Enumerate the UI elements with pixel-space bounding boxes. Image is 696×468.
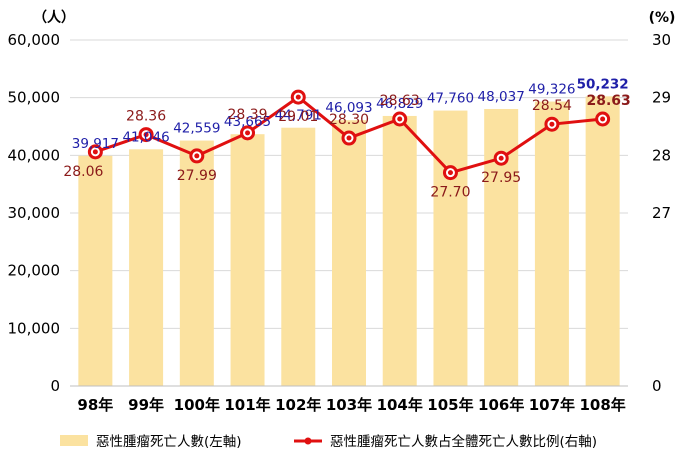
line-data-label: 28.30 [329,112,369,128]
line-point-core [92,149,98,155]
x-tick-label: 98年 [77,396,113,414]
legend-line-marker [304,437,312,445]
bar [433,110,468,387]
line-data-label: 28.36 [126,109,166,125]
bar [534,101,569,386]
legend: 惡性腫瘤死亡人數(左軸) 惡性腫瘤死亡人數占全體死亡人數比例(右軸) [60,433,597,450]
right-axis-unit: (%) [649,10,676,26]
bar [332,120,366,387]
bar-data-label: 50,232 [577,76,629,92]
x-tick-label: 108年 [579,396,625,414]
line-point-core [346,135,352,141]
left-tick-label: 50,000 [8,89,61,107]
line-data-label: 28.54 [532,98,572,114]
left-tick-label: 30,000 [8,204,61,222]
bar [585,96,620,386]
bar-data-label: 41,046 [122,129,169,145]
bar-data-label: 47,760 [427,91,474,107]
left-tick-label: 40,000 [8,146,61,164]
left-tick-label: 0 [50,377,60,395]
bar [281,127,316,386]
bar-data-label: 44,791 [275,108,322,124]
left-axis-unit: （人） [33,9,75,26]
line-point-core [194,153,200,159]
line-series [87,89,611,181]
right-tick-label: 29 [652,89,671,107]
bar-data-label: 42,559 [173,121,220,137]
right-tick-label: 0 [652,377,662,395]
line-data-label: 27.70 [430,185,470,201]
x-tick-label: 103年 [326,396,372,414]
line-point-core [447,170,453,176]
bar [230,134,265,386]
line-point-core [549,121,555,127]
x-tick-label: 102年 [275,396,321,414]
left-tick-label: 60,000 [8,31,61,49]
axes: 0 10,000 20,000 30,000 40,000 50,000 60,000 0 27… [8,31,672,414]
bar [179,140,214,386]
line-point-core [295,94,301,100]
x-tick-label: 100年 [174,396,220,414]
line-point-core [498,155,504,161]
line-data-label: 28.63 [586,93,630,109]
bar-data-label: 49,326 [528,82,575,98]
bar-series [78,96,620,387]
line-point-core [397,116,403,122]
line-data-label: 27.99 [177,168,217,184]
legend-line-label: 惡性腫瘤死亡人數占全體死亡人數比例(右軸) [330,433,597,450]
x-tick-label: 99年 [128,396,164,414]
line-data-label: 27.95 [481,170,521,186]
bar-data-label: 46,829 [376,96,423,112]
line-point-core [245,130,251,136]
bar [78,155,113,386]
right-tick-label: 30 [652,31,671,49]
line-data-label: 29.01 [278,109,318,125]
line-data-label: 28.39 [227,107,267,123]
x-tick-label: 105年 [427,396,473,414]
line-data-label: 28.63 [380,93,420,109]
bar-data-label: 48,037 [478,89,525,105]
line-point-core [143,132,149,138]
legend-bar-swatch [60,435,88,446]
line-data-label: 28.06 [63,164,103,180]
right-tick-label: 28 [652,146,671,164]
right-tick-label: 27 [652,204,671,222]
x-tick-label: 107年 [529,396,575,414]
bar-data-label: 39,917 [72,136,119,152]
legend-bar-label: 惡性腫瘤死亡人數(左軸) [96,433,242,450]
left-tick-label: 10,000 [8,319,61,337]
x-tick-label: 106年 [478,396,524,414]
bar-data-label: 46,093 [325,100,372,116]
left-tick-label: 20,000 [8,262,61,280]
line-point-core [600,116,606,122]
x-tick-label: 104年 [377,396,423,414]
bar-data-label: 43,665 [224,114,271,130]
bar [129,149,164,386]
bar [382,115,417,387]
x-tick-label: 101年 [224,396,270,414]
